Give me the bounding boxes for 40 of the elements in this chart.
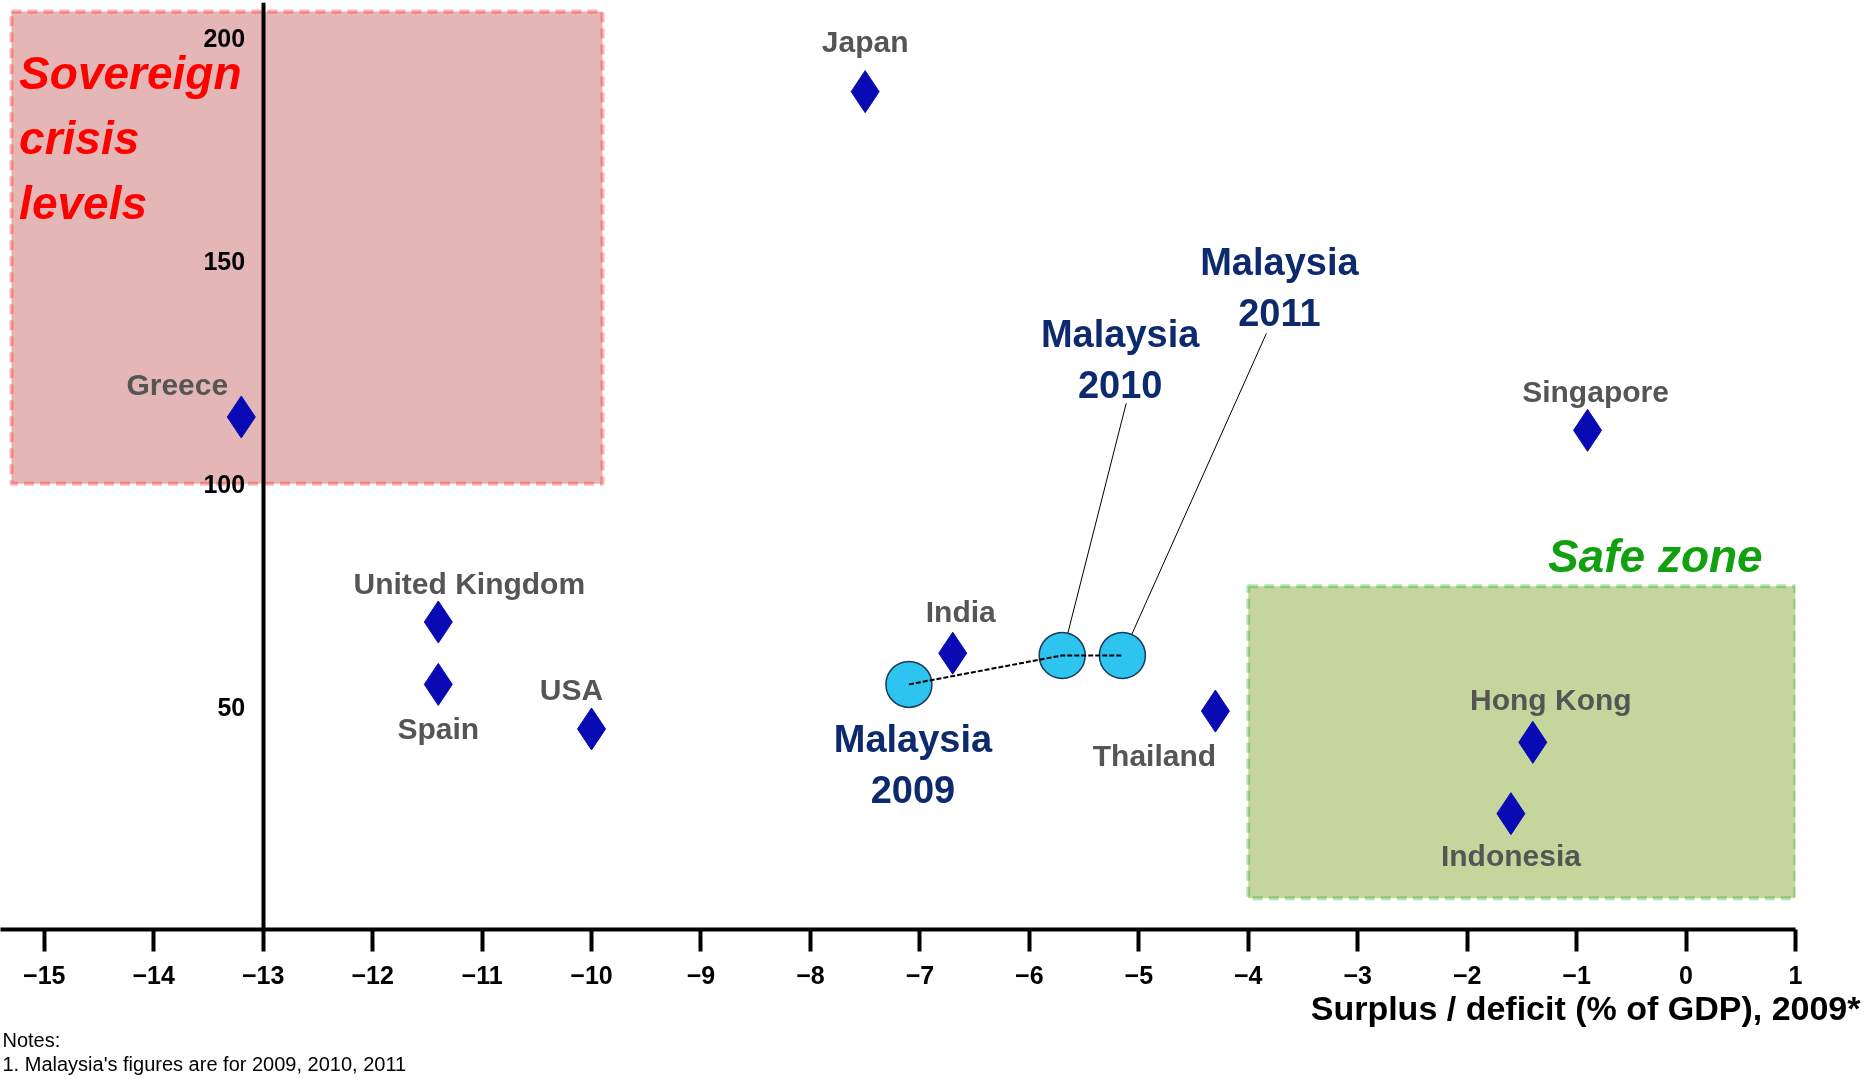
x-tick-label: 1 bbox=[1788, 960, 1803, 989]
x-axis-title: Surplus / deficit (% of GDP), 2009* bbox=[1310, 988, 1862, 1027]
x-tick-label: −1 bbox=[1562, 960, 1591, 989]
point bbox=[885, 660, 933, 709]
y-tick-label: 100 bbox=[203, 469, 246, 498]
text: Notes: bbox=[2, 1028, 61, 1051]
x-tick-label: −15 bbox=[23, 960, 66, 989]
x-tick-label: −12 bbox=[351, 960, 394, 989]
x-tick-label: 0 bbox=[1679, 960, 1693, 989]
x-tick-label: −8 bbox=[796, 960, 825, 989]
x-tick-label: −7 bbox=[905, 960, 935, 989]
annotation: Hong Kong bbox=[1470, 682, 1632, 716]
x-tick-label: −4 bbox=[1233, 960, 1263, 989]
annotation: USA bbox=[539, 673, 604, 707]
x-tick-label: −5 bbox=[1124, 960, 1154, 989]
x-tick-label: −3 bbox=[1343, 960, 1372, 989]
annotation: Malaysia 2011 bbox=[1200, 241, 1360, 334]
annotation: Greece bbox=[126, 368, 229, 402]
x-tick-label: −9 bbox=[686, 960, 716, 989]
x-tick-label: −6 bbox=[1015, 960, 1044, 989]
annotation: Spain bbox=[397, 711, 480, 745]
x-tick-label: −2 bbox=[1452, 960, 1482, 989]
x-tick-label: −13 bbox=[241, 960, 285, 989]
point bbox=[1038, 631, 1086, 680]
annotation: United Kingdom bbox=[353, 567, 586, 601]
x-tick-label: −14 bbox=[132, 960, 176, 989]
annotation: Malaysia 2010 bbox=[1040, 313, 1201, 406]
annotation: Japan bbox=[821, 25, 909, 59]
x-tick-label: −11 bbox=[461, 960, 503, 989]
annotation: Thailand bbox=[1092, 738, 1217, 772]
text: 1. Malaysia's figures are for 2009, 2010, 2011 bbox=[2, 1052, 407, 1075]
x-tick-label: −10 bbox=[570, 960, 613, 989]
point bbox=[1098, 631, 1147, 680]
annotation: Malaysia 2009 bbox=[833, 718, 994, 811]
y-tick-label: 150 bbox=[203, 246, 246, 275]
annotation: Indonesia bbox=[1440, 839, 1582, 873]
y-tick-label: 50 bbox=[217, 692, 246, 721]
band-label: Safe zone bbox=[1547, 529, 1763, 582]
annotation: Singapore bbox=[1522, 374, 1669, 408]
annotation: India bbox=[925, 594, 997, 628]
